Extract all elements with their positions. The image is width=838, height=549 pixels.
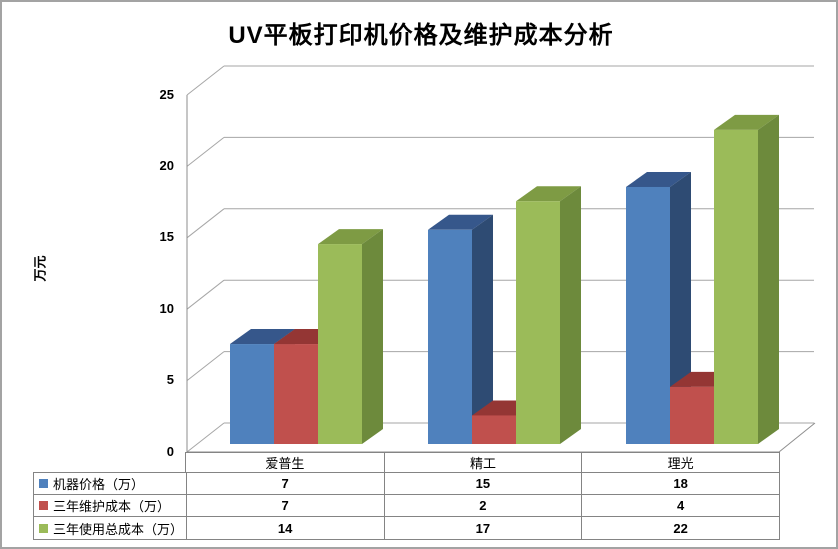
legend-key-blue-icon [39,479,48,488]
value-cell: 17 [383,517,582,539]
table-row-maintenance-cost: 三年维护成本（万） 7 2 4 [34,495,779,517]
page-title: UV平板打印机价格及维护成本分析 [228,22,614,49]
value-cell: 15 [383,473,582,494]
bar-s2-c0-side [362,229,383,444]
bar-s2-c2-front [714,129,758,444]
data-table-body: 机器价格（万） 7 15 18 三年维护成本（万） 7 2 4 三年使用总成本（… [33,472,780,540]
bar-s0-c2-top [626,171,691,187]
value-cell: 2 [383,495,582,516]
bar-s1-c2-front [670,386,714,444]
y-tick-label-10: 10 [159,301,174,316]
y-tick-label-20: 20 [159,158,174,173]
y-tick-label-15: 15 [159,229,174,244]
bar-s0-c0-top [230,329,295,345]
legend-item-machine-price: 机器价格（万） [34,473,186,494]
value-cell: 7 [185,495,384,516]
bar-s2-c0-front [318,244,362,444]
bar-s0-c1-top [428,214,493,230]
category-header-epson: 爱普生 [265,456,305,471]
value-cell: 7 [185,473,384,494]
bar-s2-c1-front [516,201,560,444]
series-name-machine-price: 机器价格（万） [53,477,145,492]
gridline-depth-20 [186,137,225,167]
bar-s2-c2-top [714,114,779,130]
category-header-seiko: 精工 [383,453,582,472]
y-axis-title: 万元 [32,255,48,282]
bar-s0-c0-front [230,344,274,444]
value-cell: 22 [581,517,779,539]
gridline-depth-5 [186,351,225,381]
table-row-total-cost: 三年使用总成本（万） 14 17 22 [34,517,779,539]
bar-s1-c1-front [472,415,516,444]
legend-key-red-icon [39,501,48,510]
y-tick-label-5: 5 [166,372,174,387]
category-header-ricoh: 理光 [581,453,779,472]
y-tick-label-0: 0 [166,444,174,459]
y-tick-label-25: 25 [159,87,174,102]
data-table-header: 爱普生 精工 理光 [185,452,780,473]
legend-key-green-icon [39,523,48,533]
bar-s1-c0-front [274,344,318,444]
bar-s2-c1-side [560,186,581,445]
value-cell: 14 [185,517,384,539]
legend-item-maintenance-cost: 三年维护成本（万） [34,495,186,516]
legend-item-total-cost: 三年使用总成本（万） [34,517,186,539]
bar-s2-c2-side [758,114,779,444]
series-name-maintenance-cost: 三年维护成本（万） [53,499,171,514]
bar-s0-c1-front [428,229,472,444]
table-row-machine-price: 机器价格（万） 7 15 18 [34,473,779,495]
floor-right-edge [778,422,816,453]
value-cell: 4 [581,495,779,516]
gridline-depth-10 [186,279,225,310]
bar-s0-c2-front [626,186,670,444]
series-name-total-cost: 三年使用总成本（万） [53,521,184,537]
gridline-depth-0 [186,422,225,453]
bar-s2-c1-top [516,186,581,202]
value-cell: 18 [581,473,779,494]
gridline-depth-15 [186,208,225,239]
bar-s0-c1-side [472,214,493,444]
bar-s2-c0-top [318,229,383,245]
gridline-depth-25 [186,65,225,96]
